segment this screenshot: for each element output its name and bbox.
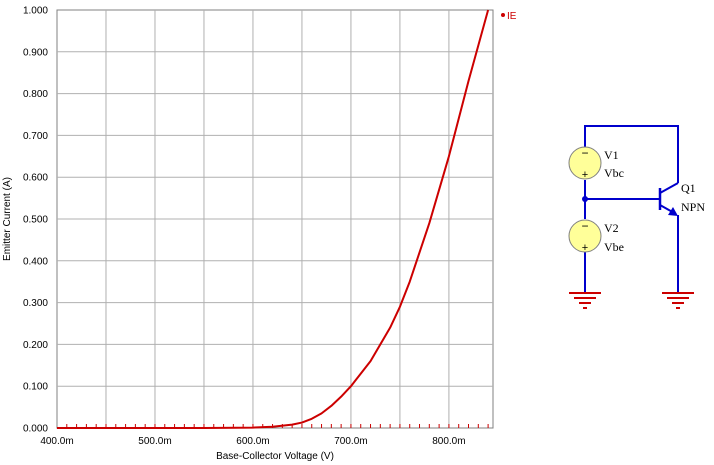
ground-right-icon <box>662 292 694 309</box>
x-tick-label: 800.0m <box>432 436 465 447</box>
x-tick-label: 500.0m <box>138 436 171 447</box>
y-axis-ticks: 0.000 0.100 0.200 0.300 0.400 0.500 0.600 0.700… <box>23 6 48 435</box>
x-tick-label: 400.0m <box>40 436 73 447</box>
source-v1-minus: − <box>581 146 588 160</box>
source-v1-plus: + <box>582 169 588 181</box>
y-tick-label: 0.000 <box>23 424 48 435</box>
circuit-schematic: − + V1 Vbc − + V2 Vbe Q1 NPN <box>568 125 705 309</box>
legend-label-ie: IE <box>507 11 517 22</box>
y-tick-label: 0.800 <box>23 89 48 100</box>
source-v2-plus: + <box>582 242 588 254</box>
x-tick-label: 700.0m <box>334 436 367 447</box>
y-tick-label: 0.200 <box>23 340 48 351</box>
source-v2-symbol <box>568 219 602 253</box>
source-v1-value: Vbc <box>604 166 624 180</box>
ground-left-icon <box>569 292 601 309</box>
x-axis-ticks: 400.0m 500.0m 600.0m 700.0m 800.0m <box>40 436 465 447</box>
x-tick-label: 600.0m <box>236 436 269 447</box>
junction-dot <box>582 196 588 202</box>
grid-lines <box>57 10 493 428</box>
y-tick-label: 0.400 <box>23 256 48 267</box>
source-v2-minus: − <box>581 219 588 233</box>
series-group <box>57 9 490 429</box>
series-line-ie <box>57 9 490 429</box>
legend-marker-ie <box>501 13 505 17</box>
transistor-collector-lead <box>659 182 679 194</box>
y-tick-label: 0.300 <box>23 298 48 309</box>
y-tick-label: 1.000 <box>23 6 48 17</box>
wire-top-loop <box>584 125 679 183</box>
y-tick-label: 0.100 <box>23 382 48 393</box>
transistor-emitter-arrow-icon <box>668 207 678 216</box>
source-v2-name: V2 <box>604 221 619 235</box>
y-tick-label: 0.900 <box>23 47 48 58</box>
source-v2-value: Vbe <box>604 240 624 254</box>
y-axis-title: Emitter Current (A) <box>2 177 13 261</box>
transistor-type: NPN <box>681 200 705 214</box>
source-v1-name: V1 <box>604 148 619 162</box>
y-tick-label: 0.600 <box>23 173 48 184</box>
y-tick-label: 0.500 <box>23 215 48 226</box>
y-tick-label: 0.700 <box>23 131 48 142</box>
x-axis-title: Base-Collector Voltage (V) <box>216 451 334 462</box>
source-v1-symbol <box>568 146 602 180</box>
transistor-name: Q1 <box>681 181 696 195</box>
